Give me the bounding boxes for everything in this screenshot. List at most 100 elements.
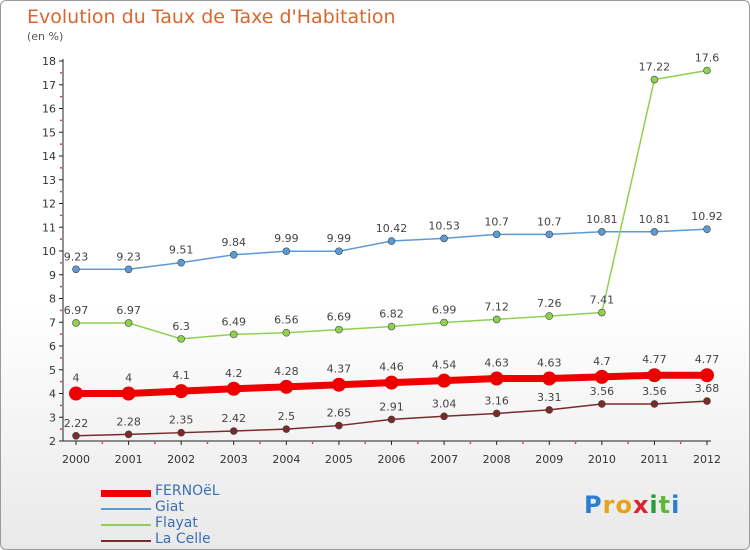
y-tick-label: 14 <box>42 150 56 163</box>
data-point <box>598 308 606 317</box>
data-point <box>598 400 606 408</box>
data-point <box>124 265 133 274</box>
data-label: 6.49 <box>222 315 247 328</box>
x-minor-dot <box>259 442 261 444</box>
data-label: 6.99 <box>432 303 457 316</box>
logo-letter: i <box>671 491 681 519</box>
data-point <box>492 409 501 418</box>
data-point <box>545 230 554 239</box>
logo-letter: t <box>658 491 672 519</box>
x-minor-dot <box>153 442 156 444</box>
data-point <box>440 412 448 421</box>
x-tick-label: 2008 <box>483 453 511 466</box>
data-label: 6.82 <box>379 308 404 321</box>
line-chart: 2 3 4 5 6 7 8 9 10 11 12 13 14 15 16 17 18 2000 2001 2002 20… <box>42 52 723 467</box>
logo-letter: r <box>602 491 616 519</box>
data-point <box>177 335 185 343</box>
data-point <box>331 377 346 392</box>
y-minor-dot <box>60 71 62 74</box>
y-minor-dot <box>60 380 62 383</box>
x-minor-dot <box>311 442 314 444</box>
data-label: 4 <box>125 372 132 385</box>
x-tick-label: 2007 <box>430 453 458 466</box>
data-label: 4.77 <box>695 353 720 366</box>
x-tick-label: 2003 <box>220 453 248 466</box>
data-point <box>387 415 396 424</box>
y-minor-dot <box>60 356 62 359</box>
x-minor-dot <box>574 442 577 444</box>
y-tick-label: 12 <box>42 198 56 211</box>
data-point <box>177 258 185 267</box>
y-minor-dot <box>60 404 62 407</box>
legend-item: La Celle <box>101 531 301 549</box>
y-minor-dot <box>60 143 62 146</box>
data-point <box>489 371 504 386</box>
x-minor-dot <box>416 442 419 444</box>
data-point <box>229 330 238 339</box>
data-label: 4.63 <box>537 357 562 370</box>
data-label: 2.91 <box>379 400 404 413</box>
data-point <box>124 319 133 327</box>
data-point <box>492 230 501 239</box>
x-minor-dot <box>364 442 367 444</box>
data-point <box>647 368 662 383</box>
data-label: 6.69 <box>327 311 352 324</box>
legend-label: FERNOëL <box>155 483 220 499</box>
data-label: 2.28 <box>116 415 141 428</box>
data-point <box>440 318 448 327</box>
data-label: 4.54 <box>432 359 457 372</box>
data-label: 2.42 <box>222 412 247 425</box>
data-point <box>703 66 711 75</box>
data-label: 9.51 <box>169 244 194 257</box>
data-point <box>72 319 80 327</box>
data-point <box>703 225 711 233</box>
data-point <box>282 328 291 337</box>
x-tick-label: 2009 <box>535 453 563 466</box>
y-tick-label: 11 <box>42 221 56 234</box>
data-point <box>279 379 294 394</box>
y-minor-dot <box>60 285 62 288</box>
chart-title: Evolution du Taux de Taxe d'Habitation <box>27 6 396 28</box>
legend-swatch <box>101 540 151 542</box>
x-tick-label: 2012 <box>693 453 721 466</box>
data-point <box>121 386 136 401</box>
chart-subtitle: (en %) <box>27 30 64 43</box>
data-label: 7.41 <box>590 294 615 307</box>
legend-item: Flayat <box>101 515 301 533</box>
data-point <box>437 373 452 388</box>
y-tick-label: 17 <box>42 79 56 92</box>
y-tick-label: 13 <box>42 174 56 187</box>
legend-swatch <box>101 489 151 497</box>
chart-legend: FERNOëL Giat Flayat La Celle <box>101 483 301 549</box>
data-label: 6.97 <box>116 304 141 317</box>
y-minor-dot <box>60 333 62 336</box>
y-tick-label: 18 <box>42 55 56 68</box>
y-minor-dot <box>60 190 62 193</box>
x-minor-dot <box>206 442 209 444</box>
x-tick-label: 2006 <box>378 453 406 466</box>
data-label: 3.04 <box>432 397 457 410</box>
x-minor-dot <box>627 442 630 444</box>
data-label: 3.56 <box>642 385 667 398</box>
legend-swatch <box>101 524 151 526</box>
data-label: 3.68 <box>695 382 720 395</box>
data-label: 4 <box>73 372 80 385</box>
y-minor-dot <box>60 95 62 98</box>
data-point <box>174 384 189 399</box>
data-label: 4.37 <box>327 363 352 376</box>
data-point <box>124 430 133 439</box>
data-label: 4.2 <box>225 367 243 380</box>
data-label: 6.97 <box>64 304 89 317</box>
data-label: 3.16 <box>484 394 509 407</box>
data-point <box>440 234 448 243</box>
x-tick-label: 2005 <box>325 453 353 466</box>
y-minor-dot <box>60 119 62 122</box>
y-tick-label: 3 <box>49 411 56 424</box>
y-tick-label: 9 <box>49 269 56 282</box>
data-label: 10.42 <box>376 222 408 235</box>
data-point <box>594 369 609 384</box>
legend-label: Giat <box>155 499 184 515</box>
data-label: 3.56 <box>590 385 615 398</box>
y-tick-label: 10 <box>42 245 56 258</box>
data-label: 9.99 <box>327 232 352 245</box>
